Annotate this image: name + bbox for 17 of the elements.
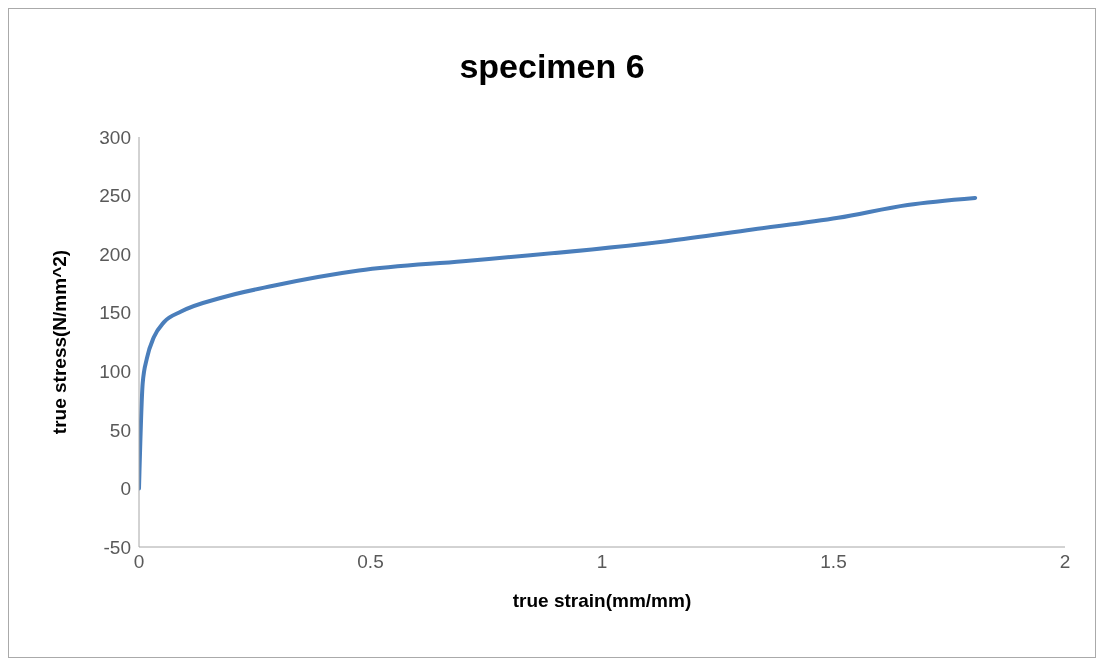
x-tick-label: 1 xyxy=(596,551,608,573)
y-tick-label: 200 xyxy=(99,243,131,265)
x-tick-label: 0 xyxy=(133,551,145,573)
y-tick-label: 300 xyxy=(99,126,131,148)
x-tick-label: 0.5 xyxy=(357,551,384,573)
y-axis-title: true stress(N/mm^2) xyxy=(48,249,70,435)
x-tick-label: 2 xyxy=(1059,551,1071,573)
y-tick-label: 150 xyxy=(99,302,131,324)
y-tick-label: 100 xyxy=(99,361,131,383)
x-tick-label: 1.5 xyxy=(820,551,847,573)
y-tick-label: 250 xyxy=(99,185,131,207)
y-tick-label: 50 xyxy=(109,419,131,441)
y-tick-label: 0 xyxy=(120,478,131,500)
x-axis-title: true strain(mm/mm) xyxy=(512,590,692,611)
y-tick-label: -50 xyxy=(103,536,131,558)
chart-title: specimen 6 xyxy=(458,47,646,86)
line-series xyxy=(139,195,978,491)
